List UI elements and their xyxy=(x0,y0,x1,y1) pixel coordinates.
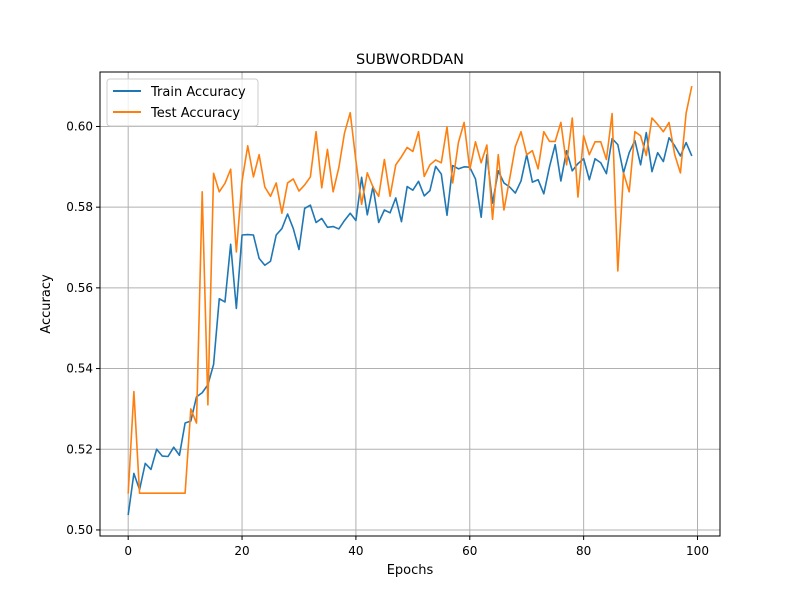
chart-title: SUBWORDDAN xyxy=(356,52,464,68)
legend-label-test-accuracy: Test Accuracy xyxy=(150,106,240,121)
y-tick-label: 0.50 xyxy=(66,523,93,537)
x-axis-ticks: 0 20 40 60 80 100 xyxy=(124,536,709,558)
y-tick-label: 0.58 xyxy=(66,200,93,214)
x-tick-label: 100 xyxy=(686,544,709,558)
y-tick-label: 0.60 xyxy=(66,119,93,133)
grid-lines xyxy=(100,72,720,536)
y-axis-ticks: 0.50 0.52 0.54 0.56 0.58 0.60 xyxy=(66,119,100,537)
y-tick-label: 0.52 xyxy=(66,442,93,456)
plot-lines xyxy=(127,85,693,516)
y-tick-label: 0.56 xyxy=(66,281,93,295)
y-axis-label: Accuracy xyxy=(39,274,54,334)
y-tick-label: 0.54 xyxy=(66,362,93,376)
legend: Train Accuracy Test Accuracy xyxy=(106,78,259,127)
x-tick-label: 0 xyxy=(124,544,132,558)
x-tick-label: 40 xyxy=(348,544,363,558)
legend-box xyxy=(106,78,259,127)
series-line-train-accuracy xyxy=(127,131,693,516)
x-axis-label: Epochs xyxy=(387,563,434,578)
series-line-test-accuracy xyxy=(127,85,693,495)
x-tick-label: 60 xyxy=(462,544,477,558)
plot-frame xyxy=(99,71,721,537)
x-tick-label: 80 xyxy=(576,544,591,558)
legend-label-train-accuracy: Train Accuracy xyxy=(150,85,246,100)
x-tick-label: 20 xyxy=(234,544,249,558)
